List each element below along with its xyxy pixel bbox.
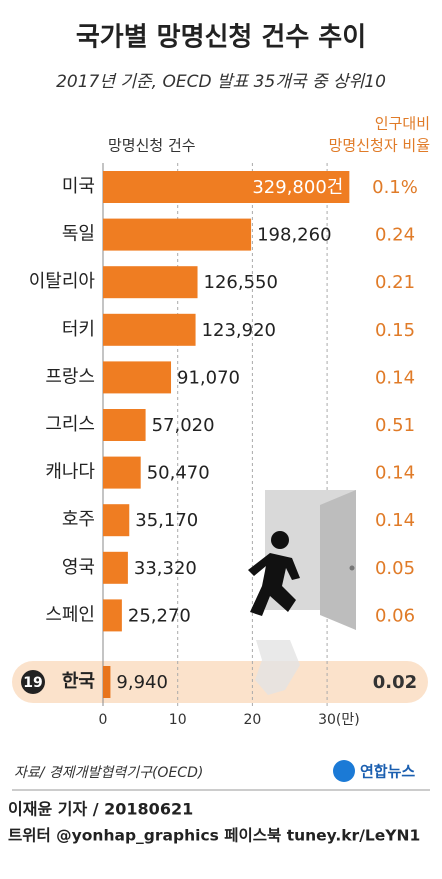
ratio-label: 0.21 [375,272,415,293]
value-label: 91,070 [177,367,240,388]
category-label: 프랑스 [45,366,95,387]
ratio-label: 0.51 [375,415,415,436]
source: 자료/ 경제개발협력기구(OECD) [14,765,203,781]
ratio-label: 0.14 [375,463,415,484]
category-label: 영국 [62,557,95,578]
ratio-label: 0.05 [375,558,415,579]
subtitle: 2017년 기준, OECD 발표 35개국 중 상위10 [56,72,386,92]
value-label: 57,020 [152,415,215,436]
bar [103,551,128,584]
bar [103,361,172,394]
ratio-label: 0.06 [375,605,415,626]
value-label: 329,800건 [252,177,343,198]
pictogram [248,490,356,695]
value-label: 50,470 [147,463,210,484]
value-label: 33,320 [134,558,197,579]
bar [103,313,196,346]
logo: 연합뉴스 [360,763,415,781]
x-tick-label: 10 [169,712,187,728]
category-label: 미국 [62,176,95,197]
bar [103,171,350,203]
x-tick-label: 30(만) [318,712,360,728]
byline: 이재윤 기자 / 20180621 [8,800,193,819]
category-label: 그리스 [45,414,95,435]
ratio-label: 0.24 [375,225,415,246]
bar [103,456,141,489]
x-tick-label: 0 [99,712,108,728]
rank-badge [21,670,45,694]
value-label: 123,920 [202,320,276,341]
chart-title: 국가별 망명신청 건수 추이 [76,23,366,53]
highlight-row [12,661,428,703]
ratio-label: 0.15 [375,320,415,341]
rank-label: 19 [23,675,42,691]
ratio-label: 0.1% [372,177,418,198]
category-label: 한국 [62,671,95,692]
value-label: 9,940 [116,672,168,693]
category-label: 터키 [62,319,95,340]
category-label: 독일 [62,224,95,245]
x-tick-label: 20 [243,712,261,728]
ratio-header: 망명신청자 비율 [329,137,430,155]
bar [103,599,122,632]
bar [103,266,198,299]
logo-icon [333,760,355,782]
bar [103,409,146,441]
category-label: 캐나다 [45,462,95,483]
bar [103,218,252,251]
category-label: 스페인 [45,604,95,625]
value-label: 198,260 [257,225,331,246]
social: 트위터 @yonhap_graphics 페이스북 tuney.kr/LeYN1 [8,826,420,845]
value-label: 126,550 [204,272,278,293]
value-label: 25,270 [128,605,191,626]
ratio-header: 인구대비 [375,115,430,133]
ratio-label: 0.14 [375,510,415,531]
ratio-label: 0.02 [373,672,417,693]
ratio-label: 0.14 [375,367,415,388]
category-label: 호주 [62,509,95,530]
value-header: 망명신청 건수 [108,137,196,155]
category-label: 이탈리아 [29,271,96,292]
bar [103,504,130,537]
bar [103,666,111,698]
value-label: 35,170 [135,510,198,531]
